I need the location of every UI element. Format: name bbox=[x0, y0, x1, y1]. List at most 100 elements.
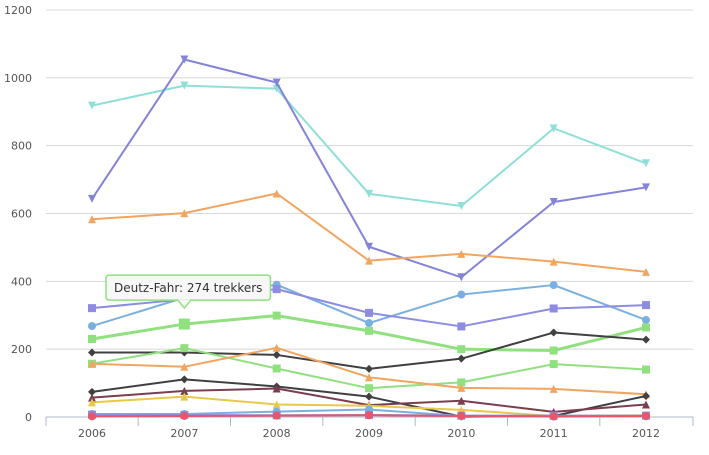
series-2 bbox=[88, 55, 650, 282]
data-point-marker[interactable] bbox=[180, 362, 189, 371]
data-point-marker[interactable] bbox=[88, 393, 96, 402]
data-point-marker[interactable] bbox=[365, 364, 373, 373]
y-tick-label: 800 bbox=[11, 140, 32, 153]
x-axis: 2006 2007 2008 2009 2010 2011 2012 bbox=[45, 416, 694, 440]
data-point-marker[interactable] bbox=[272, 400, 281, 409]
data-point-marker[interactable] bbox=[457, 396, 466, 405]
data-point-marker[interactable] bbox=[642, 335, 650, 344]
data-point-marker[interactable] bbox=[88, 398, 96, 407]
data-point-marker[interactable] bbox=[642, 159, 650, 168]
data-point-marker[interactable] bbox=[365, 392, 373, 401]
data-point-marker[interactable] bbox=[180, 209, 189, 218]
data-point-marker[interactable] bbox=[642, 315, 650, 324]
data-point-marker[interactable] bbox=[365, 308, 373, 317]
x-tick-label: 2010 bbox=[447, 427, 475, 440]
series-3 bbox=[88, 189, 650, 276]
data-point-marker[interactable] bbox=[457, 378, 466, 387]
data-point-marker[interactable] bbox=[365, 242, 373, 251]
y-tick-label: 1000 bbox=[4, 72, 32, 85]
data-point-marker[interactable] bbox=[457, 383, 466, 392]
data-point-marker[interactable] bbox=[88, 348, 96, 357]
data-point-marker[interactable] bbox=[549, 412, 558, 421]
data-point-marker[interactable] bbox=[272, 285, 281, 294]
data-point-marker[interactable] bbox=[642, 323, 650, 332]
data-point-marker[interactable] bbox=[365, 319, 373, 328]
data-point-marker[interactable] bbox=[457, 411, 466, 420]
data-point-marker[interactable] bbox=[457, 322, 466, 331]
x-tick-label: 2012 bbox=[632, 427, 660, 440]
y-tick-label: 0 bbox=[25, 411, 32, 424]
data-point-marker[interactable] bbox=[365, 326, 373, 335]
data-point-marker[interactable] bbox=[272, 343, 281, 352]
data-point-marker[interactable] bbox=[272, 189, 281, 198]
data-point-marker[interactable] bbox=[549, 384, 558, 393]
data-point-marker[interactable] bbox=[272, 384, 281, 393]
data-point-marker[interactable] bbox=[88, 334, 96, 343]
y-tick-label: 400 bbox=[11, 275, 32, 288]
data-point-marker[interactable] bbox=[549, 328, 558, 337]
data-point-marker[interactable] bbox=[457, 345, 466, 354]
data-point-marker[interactable] bbox=[365, 373, 373, 382]
data-point-marker[interactable] bbox=[180, 375, 189, 384]
data-point-marker[interactable] bbox=[88, 359, 96, 368]
data-point-marker[interactable] bbox=[549, 257, 558, 266]
data-point-marker[interactable] bbox=[272, 411, 281, 420]
data-point-marker[interactable] bbox=[642, 365, 650, 374]
y-tick-label: 600 bbox=[11, 208, 32, 221]
data-point-marker[interactable] bbox=[272, 364, 281, 373]
series-15 bbox=[88, 411, 650, 421]
data-point-marker[interactable] bbox=[642, 391, 650, 400]
data-point-marker[interactable] bbox=[180, 386, 189, 395]
y-tick-label: 200 bbox=[11, 343, 32, 356]
series-layer bbox=[88, 55, 650, 421]
data-point-marker[interactable] bbox=[88, 101, 96, 110]
data-point-marker[interactable] bbox=[642, 411, 650, 420]
data-point-marker[interactable] bbox=[549, 124, 558, 133]
data-point-marker[interactable] bbox=[178, 318, 190, 330]
x-tick-label: 2008 bbox=[263, 427, 291, 440]
data-point-marker[interactable] bbox=[457, 202, 466, 211]
data-point-marker[interactable] bbox=[642, 301, 650, 310]
data-point-marker[interactable] bbox=[457, 273, 466, 282]
data-point-marker[interactable] bbox=[365, 256, 373, 265]
data-point-marker[interactable] bbox=[642, 267, 650, 276]
data-point-marker[interactable] bbox=[180, 392, 189, 401]
data-point-marker[interactable] bbox=[272, 78, 281, 87]
series-7 bbox=[88, 328, 650, 373]
data-point-marker[interactable] bbox=[457, 249, 466, 258]
data-point-marker[interactable] bbox=[88, 194, 96, 203]
series-1 bbox=[88, 81, 650, 211]
data-point-marker[interactable] bbox=[642, 400, 650, 409]
data-point-marker[interactable] bbox=[88, 387, 96, 396]
data-point-marker[interactable] bbox=[88, 322, 96, 331]
y-axis: 0 200 400 600 800 1000 1200 bbox=[4, 4, 32, 424]
data-point-marker[interactable] bbox=[365, 189, 373, 198]
x-tick-label: 2007 bbox=[170, 427, 198, 440]
data-point-marker[interactable] bbox=[180, 344, 189, 353]
x-tick-label: 2009 bbox=[355, 427, 383, 440]
data-point-marker[interactable] bbox=[457, 290, 466, 299]
data-point-marker[interactable] bbox=[88, 215, 96, 224]
x-tick-label: 2011 bbox=[540, 427, 568, 440]
data-point-marker[interactable] bbox=[549, 281, 558, 290]
data-point-marker[interactable] bbox=[642, 183, 650, 192]
data-point-marker[interactable] bbox=[549, 346, 558, 355]
data-point-marker[interactable] bbox=[180, 55, 189, 64]
data-point-marker[interactable] bbox=[365, 411, 373, 420]
data-point-marker[interactable] bbox=[88, 304, 96, 313]
data-point-marker[interactable] bbox=[549, 304, 558, 313]
data-point-marker[interactable] bbox=[88, 412, 96, 421]
data-point-marker[interactable] bbox=[457, 354, 466, 363]
data-point-marker[interactable] bbox=[180, 81, 189, 90]
tooltip-pointer bbox=[176, 299, 192, 310]
data-point-marker[interactable] bbox=[365, 384, 373, 393]
x-tick-label: 2006 bbox=[78, 427, 106, 440]
data-point-marker[interactable] bbox=[272, 311, 281, 320]
tooltip: Deutz-Fahr: 274 trekkers bbox=[105, 274, 272, 310]
data-point-marker[interactable] bbox=[549, 197, 558, 206]
data-point-marker[interactable] bbox=[180, 411, 189, 420]
data-point-marker[interactable] bbox=[272, 350, 281, 359]
data-point-marker[interactable] bbox=[549, 360, 558, 369]
y-tick-label: 1200 bbox=[4, 4, 32, 17]
